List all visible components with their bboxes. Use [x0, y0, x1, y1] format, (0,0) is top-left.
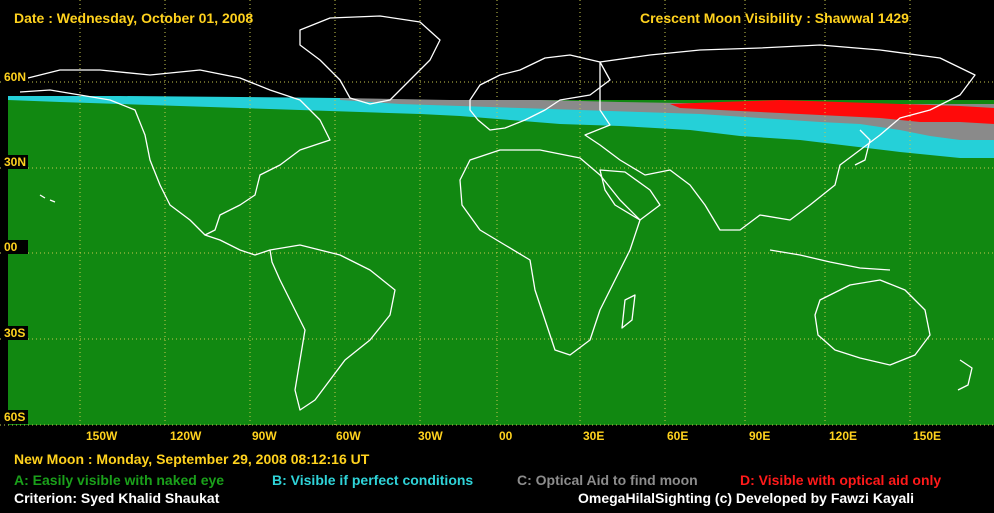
madagascar-outline — [621, 294, 636, 329]
lon-label-30w: 30W — [418, 429, 443, 443]
lat-label-00: 00 — [4, 240, 18, 254]
criterion-text: Criterion: Syed Khalid Shaukat — [14, 490, 220, 506]
australia-outline — [814, 279, 931, 366]
new-zealand-outline — [957, 359, 973, 391]
zone-a-region — [8, 100, 994, 425]
coastlines — [19, 15, 976, 411]
europe-outline — [469, 54, 611, 131]
date-title: Date : Wednesday, October 01, 2008 — [14, 10, 254, 26]
lat-label-30s: 30S — [4, 326, 25, 340]
zone-d-band — [670, 100, 994, 124]
legend-item-b: B: Visible if perfect conditions — [272, 472, 474, 488]
asia-outline — [584, 44, 976, 231]
lon-label-30e: 30E — [583, 429, 604, 443]
credits-text: OmegaHilalSighting (c) Developed by Fawz… — [578, 490, 915, 506]
central-america-outline — [204, 234, 271, 256]
graticule — [0, 0, 994, 426]
africa-outline — [459, 149, 641, 356]
lon-label-60w: 60W — [336, 429, 361, 443]
south-america-outline — [269, 244, 396, 411]
hawaii-islands — [39, 194, 56, 203]
lon-label-90e: 90E — [749, 429, 770, 443]
new-moon-text: New Moon : Monday, September 29, 2008 08… — [14, 451, 370, 467]
lon-label-00: 00 — [499, 429, 513, 443]
indonesia-outline — [769, 249, 891, 271]
legend-item-d: D: Visible with optical aid only — [740, 472, 942, 488]
north-america-outline — [19, 69, 331, 236]
lon-label-120e: 120E — [829, 429, 857, 443]
lat-label-30n: 30N — [4, 155, 26, 169]
lon-label-150e: 150E — [913, 429, 941, 443]
greenland-outline — [299, 15, 441, 105]
legend-item-c: C: Optical Aid to find moon — [517, 472, 698, 488]
lon-label-150w: 150W — [86, 429, 118, 443]
legend-item-a: A: Easily visible with naked eye — [14, 472, 225, 488]
japan-outline — [854, 129, 871, 166]
lon-label-120w: 120W — [170, 429, 202, 443]
lon-label-60e: 60E — [667, 429, 688, 443]
visibility-title: Crescent Moon Visibility : Shawwal 1429 — [640, 10, 909, 26]
lat-label-60s: 60S — [4, 410, 25, 424]
lon-label-90w: 90W — [252, 429, 277, 443]
latitude-labels: 60N 30N 00 30S 60S — [2, 70, 28, 424]
longitude-labels: 150W 120W 90W 60W 30W 00 30E 60E 90E 120… — [86, 429, 941, 443]
arabia-outline — [599, 169, 661, 221]
lat-label-60n: 60N — [4, 70, 26, 84]
